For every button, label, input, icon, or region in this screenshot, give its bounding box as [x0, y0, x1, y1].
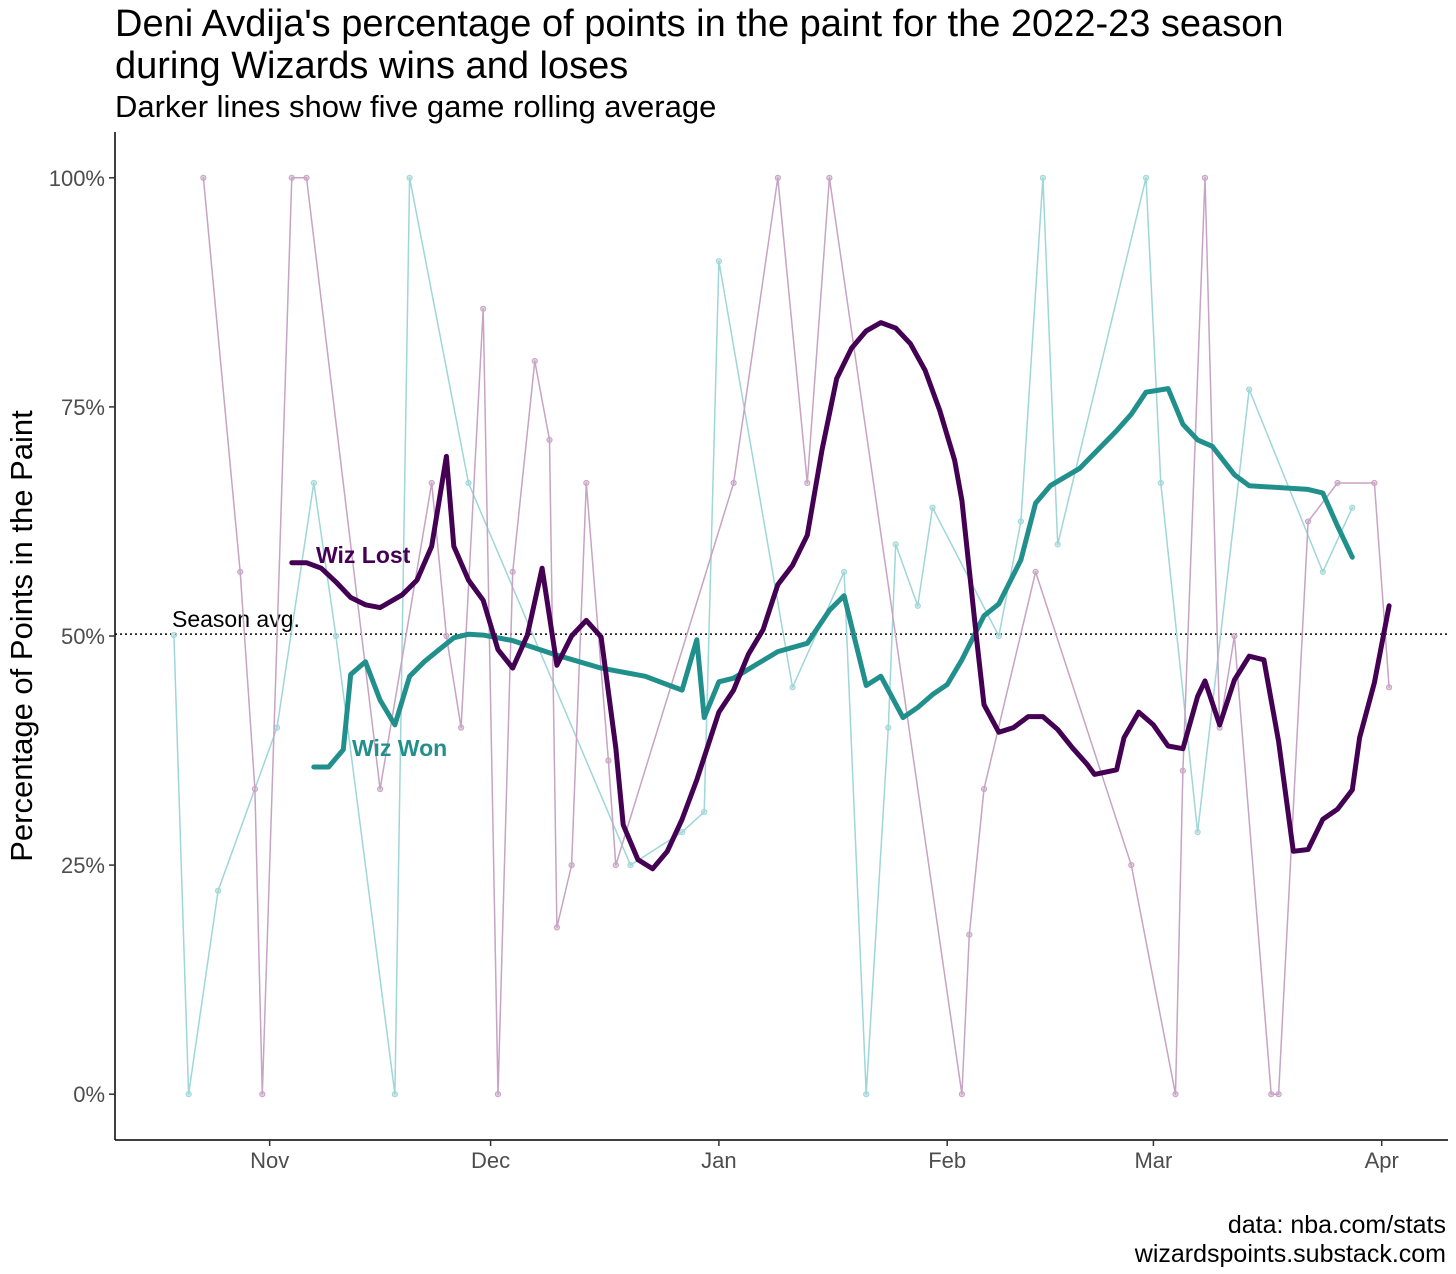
point	[546, 436, 553, 443]
point	[310, 479, 317, 487]
point	[1142, 174, 1150, 181]
point	[840, 568, 848, 575]
point	[1201, 174, 1209, 181]
point	[1334, 479, 1341, 487]
point	[1054, 541, 1061, 548]
point	[1268, 1091, 1275, 1098]
y-tick-label: 100%	[49, 166, 105, 191]
point	[730, 479, 737, 487]
point	[237, 568, 244, 575]
point	[701, 808, 708, 816]
point	[1179, 767, 1186, 774]
point	[914, 602, 921, 609]
point	[605, 757, 612, 764]
point	[465, 479, 472, 487]
x-tick-label: Jan	[701, 1148, 736, 1173]
x-tick-label: Apr	[1365, 1148, 1399, 1173]
point	[1157, 479, 1164, 487]
series-label: Wiz Lost	[316, 542, 411, 568]
point	[1032, 568, 1039, 575]
point	[288, 174, 295, 181]
y-tick-label: 25%	[61, 853, 105, 878]
point	[995, 632, 1002, 640]
series-label: Wiz Won	[352, 735, 447, 761]
caption: data: nba.com/stats	[1228, 1211, 1446, 1239]
point	[612, 861, 619, 869]
rolling-average-line	[289, 320, 1392, 872]
point	[185, 1091, 192, 1098]
point	[1231, 632, 1238, 640]
point	[1246, 386, 1253, 393]
y-tick-label: 75%	[61, 395, 105, 420]
point	[273, 724, 281, 731]
point	[1275, 1091, 1282, 1098]
point	[509, 568, 516, 575]
point	[863, 1091, 870, 1098]
point	[259, 1091, 266, 1098]
point	[1128, 861, 1135, 869]
raw-line	[173, 177, 1354, 1095]
point	[583, 479, 590, 487]
point	[1319, 568, 1326, 575]
caption: wizardspoints.substack.com	[1134, 1240, 1446, 1268]
x-tick-label: Feb	[928, 1148, 966, 1173]
point	[568, 861, 575, 869]
point	[1349, 504, 1356, 511]
point	[553, 924, 560, 931]
point	[215, 887, 222, 894]
point	[428, 479, 435, 487]
point	[804, 479, 811, 487]
point	[377, 785, 384, 793]
y-tick-label: 50%	[61, 624, 105, 649]
point	[406, 174, 413, 181]
point	[303, 174, 310, 181]
point	[1172, 1091, 1179, 1098]
x-tick-label: Dec	[471, 1148, 510, 1173]
point	[627, 861, 634, 869]
point	[531, 357, 538, 365]
point	[1194, 829, 1201, 836]
point	[200, 174, 207, 181]
point	[480, 305, 487, 312]
point	[885, 724, 892, 731]
x-tick-label: Mar	[1134, 1148, 1172, 1173]
point	[958, 1091, 966, 1098]
point	[391, 1091, 398, 1098]
point	[251, 785, 259, 793]
point	[1017, 518, 1024, 525]
point	[966, 931, 973, 938]
point	[980, 785, 988, 793]
point	[170, 631, 178, 639]
chart-title: Deni Avdija's percentage of points in th…	[115, 3, 1283, 45]
y-axis-label: Percentage of Points in the Paint	[4, 410, 39, 862]
rolling-average-line	[311, 386, 1355, 770]
season-average-label: Season avg.	[172, 606, 300, 632]
point	[774, 174, 781, 181]
raw-line	[202, 177, 1390, 1095]
y-tick-label: 0%	[73, 1082, 105, 1107]
point	[678, 829, 686, 836]
point	[1385, 684, 1393, 691]
chart-subtitle: Darker lines show five game rolling aver…	[115, 89, 716, 124]
point	[332, 632, 340, 640]
point	[1039, 174, 1047, 181]
point	[1304, 518, 1312, 525]
point	[1371, 479, 1378, 487]
point	[892, 541, 899, 548]
point	[826, 174, 833, 181]
point	[715, 258, 723, 265]
chart-title: during Wizards wins and loses	[115, 45, 628, 87]
point	[443, 632, 450, 640]
point	[929, 504, 936, 511]
point	[458, 724, 465, 731]
x-tick-label: Nov	[250, 1148, 289, 1173]
point	[789, 684, 796, 691]
point	[494, 1091, 502, 1098]
